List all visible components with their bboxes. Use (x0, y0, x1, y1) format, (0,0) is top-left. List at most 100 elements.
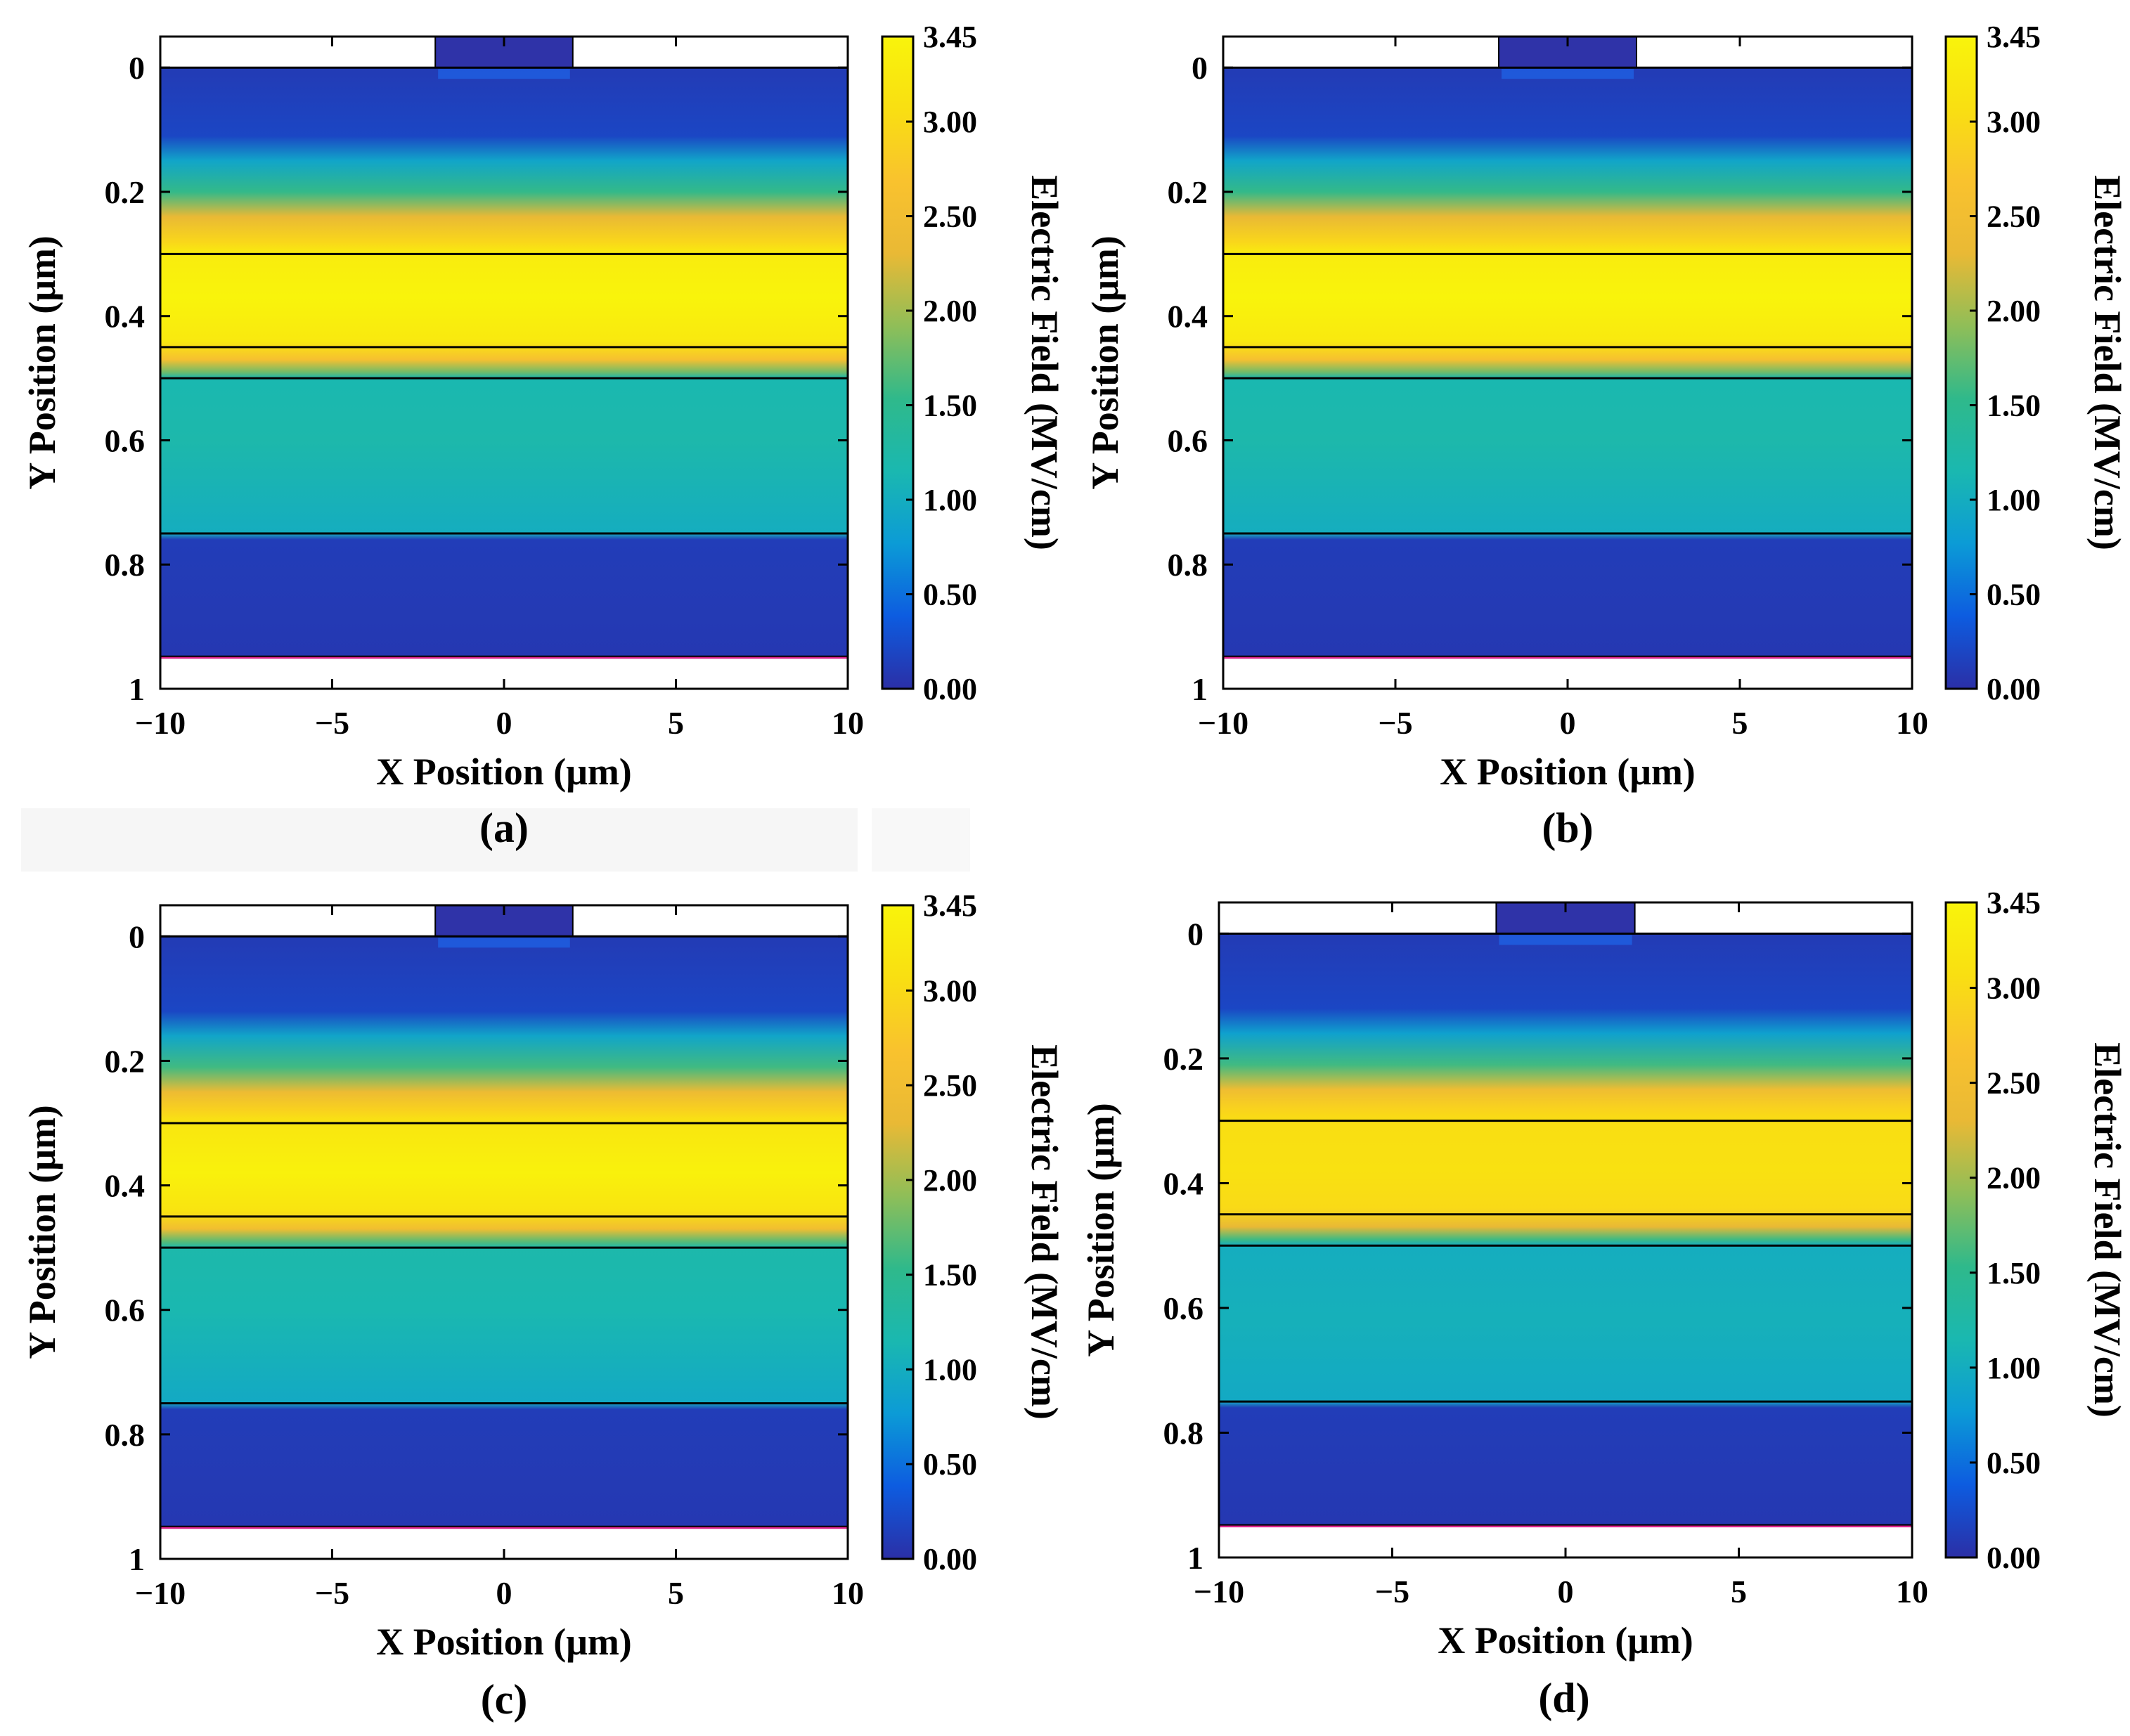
y-tick-label: 0.6 (105, 1293, 146, 1328)
x-axis-label: X Position (μm) (376, 751, 632, 793)
x-tick-label: 5 (1732, 705, 1748, 741)
colorbar-tick-label: 1.00 (923, 483, 977, 517)
field-heatmap (160, 67, 848, 658)
panel-a: −10 −5 0 5 10 0 0.2 0.4 0.6 0.8 1 X Position (μm) Y … (21, 20, 1066, 851)
gate-field-spot (438, 938, 570, 948)
colorbar-label: Electric Field (MV/cm) (1024, 175, 1066, 550)
colorbar-label: Electric Field (MV/cm) (1024, 1044, 1066, 1420)
y-tick-label: 0.2 (1168, 174, 1208, 210)
gate-field-spot (438, 69, 570, 79)
colorbar-tick-label: 2.50 (1987, 200, 2041, 234)
y-tick-label: 0.2 (1163, 1041, 1204, 1077)
y-tick-label: 0.4 (1168, 299, 1208, 335)
colorbar-tick-label: 2.00 (923, 294, 977, 328)
colorbar (1944, 901, 1978, 1559)
colorbar-tick-label: 1.00 (1987, 1351, 2041, 1385)
x-tick-label: 0 (1560, 705, 1576, 741)
x-tick-label: 0 (496, 1575, 512, 1611)
colorbar-tick-label: 0.00 (923, 672, 977, 706)
x-tick-label: 10 (832, 705, 864, 741)
y-tick-label: 0 (129, 919, 145, 954)
x-axis-label: X Position (μm) (376, 1621, 632, 1663)
colorbar-tick-label: 1.50 (1987, 389, 2041, 423)
colorbar-tick-label: 2.50 (923, 1068, 977, 1103)
colorbar-tick-label: 0.50 (923, 578, 977, 612)
panel-label: (c) (481, 1676, 528, 1723)
panel-label: (d) (1538, 1675, 1589, 1721)
x-tick-label: −5 (1378, 705, 1412, 741)
colorbar (1944, 35, 1978, 690)
colorbar-tick-label: 2.00 (1987, 294, 2041, 328)
colorbar-tick-label: 1.00 (1987, 483, 2041, 517)
field-heatmap (160, 936, 848, 1528)
y-axis-label: Y Position (μm) (1084, 235, 1126, 490)
x-tick-label: 5 (1731, 1574, 1747, 1609)
colorbar-tick-label: 0.50 (923, 1447, 977, 1482)
y-tick-label: 0.4 (105, 299, 146, 335)
colorbar (881, 35, 915, 690)
colorbar-label: Electric Field (MV/cm) (2086, 1042, 2129, 1418)
panel-label: (a) (479, 805, 529, 851)
panel-d: −10 −5 0 5 10 0 0.2 0.4 0.6 0.8 1 X Position (μm) Y … (1080, 886, 2129, 1721)
x-tick-label: 10 (1896, 705, 1928, 741)
y-axis-label: Y Position (μm) (1080, 1103, 1122, 1357)
y-tick-label: 1 (129, 671, 145, 707)
x-tick-label: 5 (668, 705, 684, 741)
colorbar-tick-label: 3.00 (923, 973, 977, 1008)
gate-field-spot (1499, 935, 1632, 945)
colorbar-tick-label: 3.00 (1987, 105, 2041, 139)
colorbar-tick-label: 3.00 (1987, 971, 2041, 1006)
x-tick-label: 5 (668, 1575, 684, 1611)
colorbar-tick-label: 2.50 (1987, 1066, 2041, 1101)
x-tick-label: 0 (496, 705, 512, 741)
colorbar-tick-label: 1.50 (1987, 1256, 2041, 1290)
x-tick-label: −10 (1198, 705, 1248, 741)
colorbar-tick-label: 0.00 (1987, 672, 2041, 706)
colorbar-tick-label: 3.00 (923, 105, 977, 139)
colorbar-tick-label: 3.45 (1987, 20, 2041, 54)
y-tick-label: 0 (1187, 916, 1203, 952)
scan-artifact-band-mid (872, 808, 970, 872)
colorbar-tick-label: 3.45 (923, 888, 977, 923)
colorbar-tick-label: 0.00 (1987, 1541, 2041, 1575)
panel-label: (b) (1542, 805, 1593, 851)
colorbar-tick-label: 1.00 (923, 1352, 977, 1387)
colorbar-label: Electric Field (MV/cm) (2086, 175, 2129, 550)
colorbar-tick-label: 1.50 (923, 389, 977, 423)
y-tick-label: 0.2 (105, 174, 146, 210)
colorbar-tick-label: 3.45 (1987, 886, 2041, 920)
y-tick-label: 0.8 (105, 547, 146, 583)
y-axis-label: Y Position (μm) (21, 235, 63, 490)
y-tick-label: 0.4 (105, 1168, 146, 1204)
y-tick-label: 0.8 (1163, 1415, 1204, 1451)
colorbar (881, 904, 915, 1560)
y-tick-label: 0.2 (105, 1043, 146, 1079)
y-tick-label: 1 (129, 1541, 145, 1577)
colorbar-tick-label: 0.00 (923, 1542, 977, 1576)
colorbar-tick-label: 2.50 (923, 200, 977, 234)
x-tick-label: −5 (315, 1575, 349, 1611)
x-tick-label: −10 (135, 1575, 186, 1611)
y-tick-label: 0.4 (1163, 1165, 1204, 1201)
colorbar-tick-label: 2.00 (923, 1163, 977, 1198)
y-tick-label: 0.6 (1163, 1290, 1204, 1326)
panel-c: −10 −5 0 5 10 0 0.2 0.4 0.6 0.8 1 X Position (μm) Y … (21, 888, 1066, 1723)
y-tick-label: 0 (1192, 50, 1208, 86)
x-tick-label: −5 (1375, 1574, 1409, 1609)
y-tick-label: 0.8 (1168, 547, 1208, 583)
y-axis-label: Y Position (μm) (21, 1105, 63, 1359)
y-tick-label: 0.6 (105, 422, 146, 458)
x-tick-label: −10 (135, 705, 186, 741)
field-heatmap (1219, 933, 1912, 1527)
gate-field-spot (1502, 69, 1634, 79)
field-heatmap (1223, 67, 1912, 658)
x-axis-label: X Position (μm) (1438, 1619, 1693, 1661)
y-tick-label: 0 (129, 50, 145, 86)
y-tick-label: 0.8 (105, 1417, 146, 1453)
colorbar-tick-label: 1.50 (923, 1258, 977, 1293)
colorbar-tick-label: 3.45 (923, 20, 977, 54)
colorbar-tick-label: 0.50 (1987, 578, 2041, 612)
y-tick-label: 1 (1187, 1540, 1203, 1576)
x-tick-label: −5 (315, 705, 349, 741)
